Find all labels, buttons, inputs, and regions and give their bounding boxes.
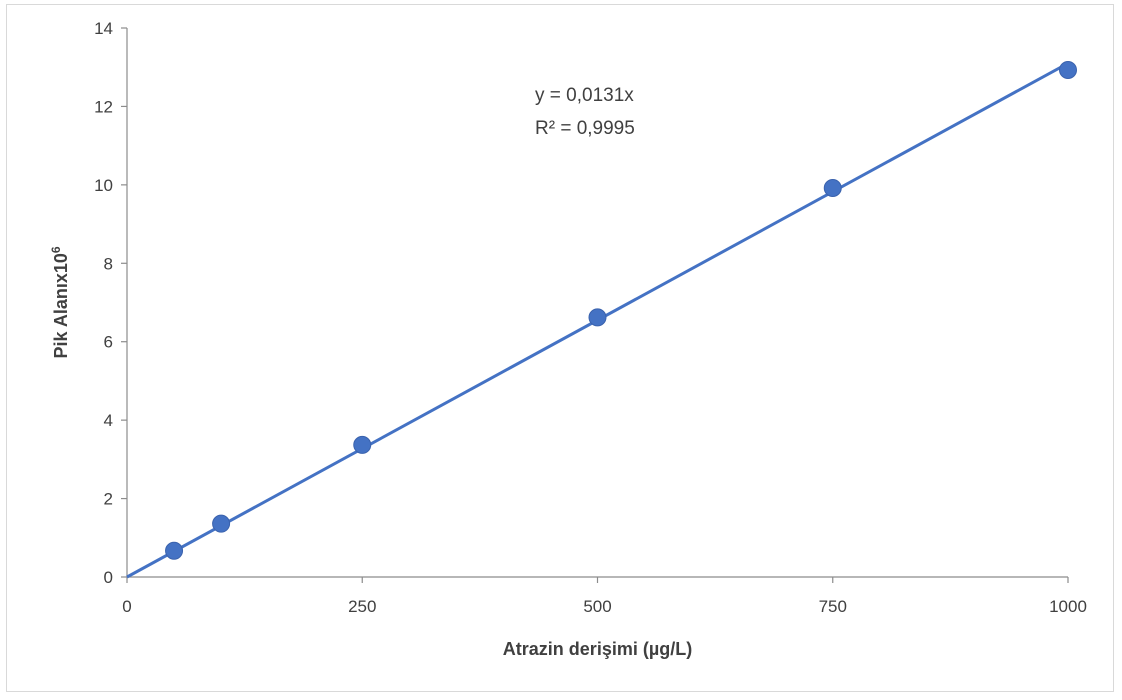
y-tick-label: 0 <box>104 568 113 587</box>
data-point <box>353 435 372 454</box>
x-ticks: 0 250 500 750 1000 <box>122 577 1087 616</box>
y-axis-title-main: Pik Alanıx10 <box>51 253 71 358</box>
y-tick-label: 2 <box>104 490 113 509</box>
data-point <box>212 514 231 533</box>
y-tick-label: 14 <box>94 19 113 38</box>
y-axis-title-superscript: 6 <box>49 246 63 253</box>
x-tick-label: 0 <box>122 597 131 616</box>
data-point <box>588 308 607 327</box>
x-tick-label: 750 <box>819 597 847 616</box>
trendline-equation: y = 0,0131x <box>535 85 634 106</box>
y-tick-label: 8 <box>104 254 113 273</box>
r-squared-label: R² = 0,9995 <box>535 118 635 139</box>
data-point <box>1059 60 1077 79</box>
data-points <box>165 60 1077 560</box>
x-tick-label: 500 <box>583 597 611 616</box>
y-tick-label: 12 <box>94 97 113 116</box>
x-tick-label: 250 <box>348 597 376 616</box>
y-tick-label: 10 <box>94 176 113 195</box>
y-ticks: 0 2 4 6 8 10 12 14 <box>94 19 127 587</box>
y-tick-label: 6 <box>104 333 113 352</box>
y-tick-label: 4 <box>104 411 113 430</box>
x-axis-title: Atrazin derişimi (µg/L) <box>503 639 692 659</box>
data-point <box>165 541 184 560</box>
x-tick-label: 1000 <box>1049 597 1087 616</box>
data-point <box>823 178 842 197</box>
y-axis-title: Pik Alanıx106 <box>49 246 71 358</box>
axes <box>126 28 1068 578</box>
